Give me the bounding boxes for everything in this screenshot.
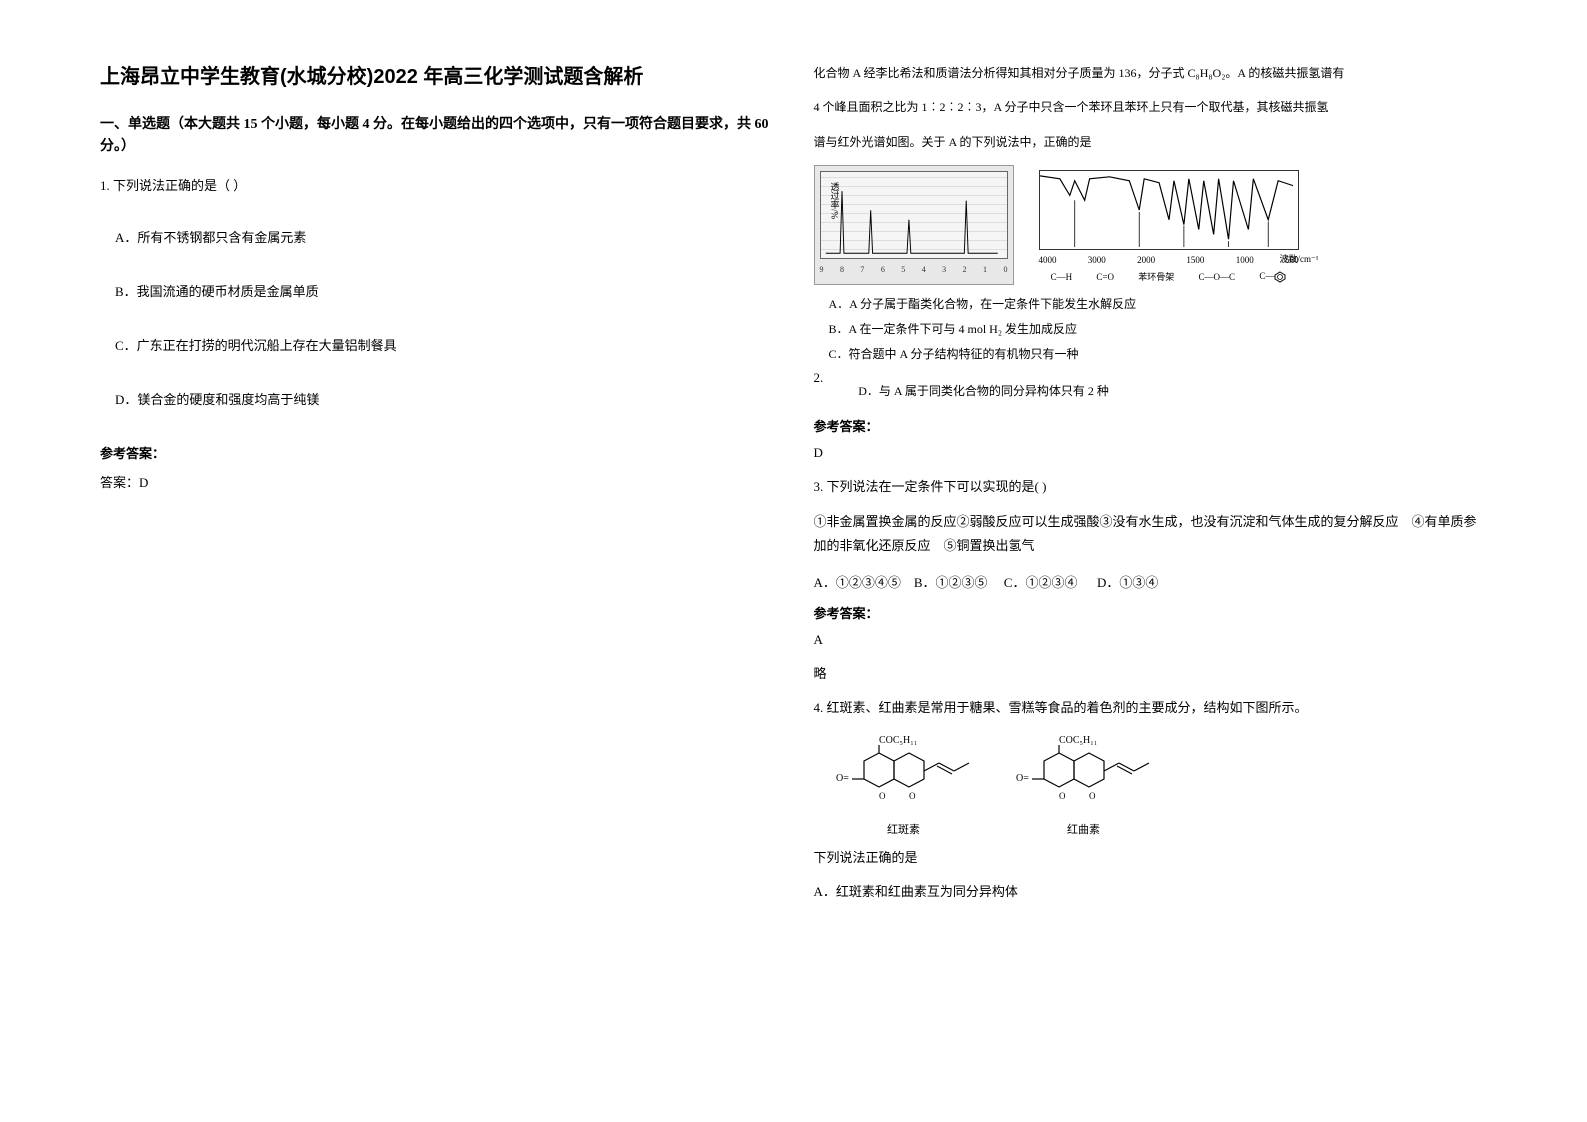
ir-xlabel: 波数/cm⁻¹: [1280, 252, 1319, 265]
nmr-tick: 4: [922, 265, 926, 274]
structure-2: COC₅H₁₁ O= O O 红曲素: [1014, 731, 1154, 837]
ir-tick: 1500: [1186, 255, 1204, 265]
q1-answer: 答案：D: [100, 472, 774, 491]
q2-option-a: A．A 分子属于酯类化合物，在一定条件下能发生水解反应: [814, 295, 1488, 312]
coc-label: COC₅H₁₁: [879, 735, 917, 746]
q4-stem: 4. 红斑素、红曲素是常用于糖果、雪糕等食品的着色剂的主要成分，结构如下图所示。: [814, 697, 1488, 716]
nmr-tick: 7: [860, 265, 864, 274]
nmr-chart: 透过率/% 9 8 7 6 5 4 3 2 1 0: [814, 165, 1014, 285]
ir-tick: 4000: [1039, 255, 1057, 265]
structure-1: COC₅H₁₁ O= O O 红斑素: [834, 731, 974, 837]
q2-answer-label: 参考答案：: [814, 416, 1488, 435]
q1-option-c: C．广东正在打捞的明代沉船上存在大量铝制餐具: [100, 335, 774, 354]
ir-label: C=O: [1096, 272, 1114, 282]
benzene-icon: [1274, 271, 1286, 283]
ir-label: C—O—C: [1199, 272, 1236, 282]
nmr-tick: 2: [963, 265, 967, 274]
q2-intro-3: 谱与红外光谱如图。关于 A 的下列说法中，正确的是: [814, 129, 1488, 155]
q1-option-b: B．我国流通的硬币材质是金属单质: [100, 281, 774, 300]
structure-1-label: 红斑素: [834, 821, 974, 837]
nmr-tick: 5: [901, 265, 905, 274]
svg-text:O: O: [909, 791, 916, 801]
spectra-container: 透过率/% 9 8 7 6 5 4 3 2 1 0: [814, 165, 1488, 285]
nmr-peaks-icon: [821, 172, 1003, 258]
q1-option-d: D．镁合金的硬度和强度均高于纯镁: [100, 389, 774, 408]
ir-xaxis: 4000 3000 2000 1500 1000 500: [1039, 255, 1299, 265]
q1-answer-label: 参考答案：: [100, 443, 774, 462]
structure-container: COC₅H₁₁ O= O O 红斑素 COC₅H₁₁ O=: [834, 731, 1488, 837]
q3-desc: ①非金属置换金属的反应②弱酸反应可以生成强酸③没有水生成，也没有沉淀和气体生成的…: [814, 510, 1488, 557]
q1-option-a: A．所有不锈钢都只含有金属元素: [100, 227, 774, 246]
q3-answer: A: [814, 632, 1488, 648]
svg-text:O: O: [1089, 791, 1096, 801]
svg-text:O=: O=: [836, 773, 849, 784]
q2-option-c: C．符合题中 A 分子结构特征的有机物只有一种: [814, 345, 1488, 362]
ir-label: 苯环骨架: [1138, 270, 1174, 283]
ir-tick: 3000: [1088, 255, 1106, 265]
q2-intro-2: 4 个峰且面积之比为 1︰2︰2︰3，A 分子中只含一个苯环且苯环上只有一个取代…: [814, 94, 1488, 120]
q3-note: 略: [814, 663, 1488, 682]
q3-answer-label: 参考答案：: [814, 603, 1488, 622]
q2-intro-1: 化合物 A 经李比希法和质谱法分析得知其相对分子质量为 136，分子式 C₈H₈…: [814, 60, 1488, 86]
section-header: 一、单选题（本大题共 15 个小题，每小题 4 分。在每小题给出的四个选项中，只…: [100, 114, 774, 159]
svg-text:O=: O=: [1016, 773, 1029, 784]
nmr-tick: 9: [820, 265, 824, 274]
q3-options: A．①②③④⑤ B．①②③⑤ C．①②③④ D．①③④: [814, 572, 1488, 591]
ir-tick: 2000: [1137, 255, 1155, 265]
structure-2-label: 红曲素: [1014, 821, 1154, 837]
nmr-tick: 3: [942, 265, 946, 274]
q1-stem: 1. 下列说法正确的是（ ）: [100, 174, 774, 197]
nmr-tick: 0: [1003, 265, 1007, 274]
ir-chart: 4000 3000 2000 1500 1000 500 波数/cm⁻¹ C—H…: [1024, 165, 1304, 285]
q2-answer: D: [814, 445, 1488, 461]
svg-text:O: O: [879, 791, 886, 801]
ir-curve-icon: [1040, 171, 1298, 249]
q3-stem: 3. 下列说法在一定条件下可以实现的是( ): [814, 476, 1488, 495]
ir-bond-labels: C—H C=O 苯环骨架 C—O—C C—: [1039, 270, 1299, 283]
svg-text:O: O: [1059, 791, 1066, 801]
nmr-xaxis: 9 8 7 6 5 4 3 2 1 0: [820, 265, 1008, 274]
q4-sub: 下列说法正确的是: [814, 847, 1488, 866]
page-title: 上海昂立中学生教育(水城分校)2022 年高三化学测试题含解析: [100, 60, 774, 89]
ir-tick: 1000: [1236, 255, 1254, 265]
q4-option-a: A．红斑素和红曲素互为同分异构体: [814, 881, 1488, 900]
hongbansu-structure-icon: COC₅H₁₁ O= O O: [834, 731, 974, 811]
nmr-tick: 8: [840, 265, 844, 274]
svg-text:COC₅H₁₁: COC₅H₁₁: [1059, 735, 1097, 746]
nmr-tick: 6: [881, 265, 885, 274]
ir-label: C—H: [1051, 272, 1073, 282]
ir-label-benzene: C—: [1259, 271, 1286, 283]
nmr-tick: 1: [983, 265, 987, 274]
q2-number: 2.: [814, 370, 824, 386]
q2-option-b: B．A 在一定条件下可与 4 mol H₂ 发生加成反应: [814, 320, 1488, 337]
q2-option-d: D．与 A 属于同类化合物的同分异构体只有 2 种: [843, 382, 1109, 399]
hongqusu-structure-icon: COC₅H₁₁ O= O O: [1014, 731, 1154, 811]
